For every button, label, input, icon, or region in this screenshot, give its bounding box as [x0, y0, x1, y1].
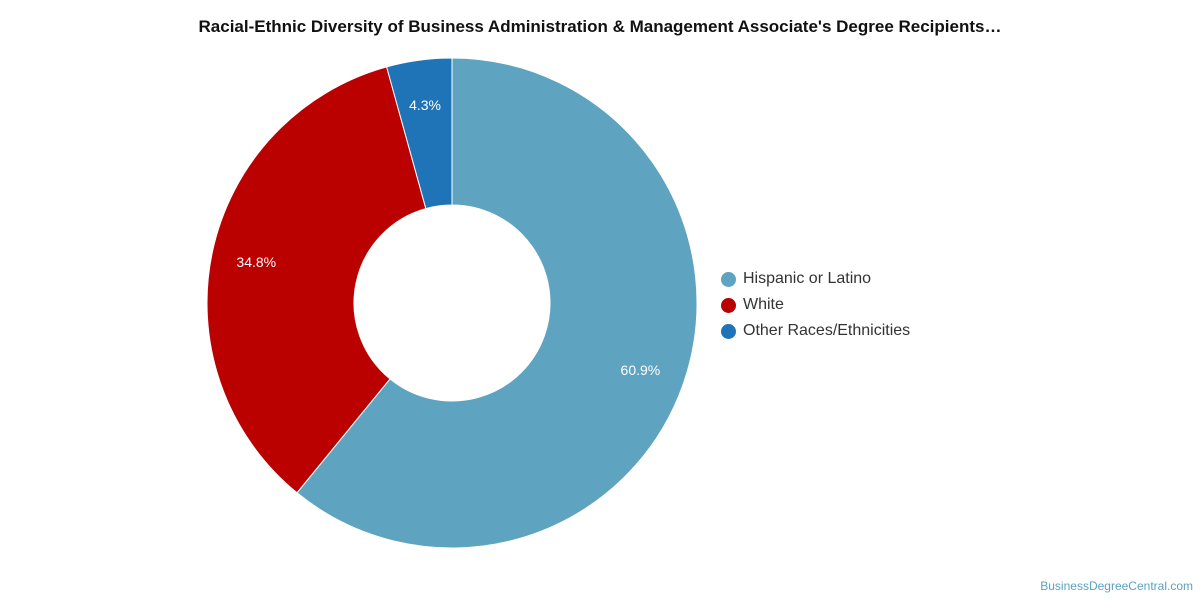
legend-item-hispanic-or-latino[interactable]: Hispanic or Latino	[721, 266, 910, 292]
legend-item-white[interactable]: White	[721, 292, 910, 318]
legend-swatch-hispanic-or-latino	[721, 271, 736, 287]
slice-label-white: 34.8%	[236, 254, 276, 270]
chart-title: Racial-Ethnic Diversity of Business Admi…	[198, 17, 1002, 36]
legend-item-other-races-ethnicities[interactable]: Other Races/Ethnicities	[721, 318, 910, 344]
legend-swatch-other-races-ethnicities	[721, 323, 736, 339]
slice-white[interactable]	[206, 66, 427, 494]
legend-label-other-races-ethnicities: Other Races/Ethnicities	[743, 322, 911, 339]
legend-label-hispanic-or-latino: Hispanic or Latino	[743, 270, 872, 287]
legend-label-white: White	[743, 296, 784, 313]
slice-label-other-races-ethnicities: 4.3%	[409, 97, 441, 113]
legend-swatch-white	[721, 297, 736, 313]
slice-other-races-ethnicities[interactable]	[385, 57, 453, 210]
slice-labels: 60.9% 34.8% 4.3%	[236, 97, 660, 378]
legend: Hispanic or Latino White Other Races/Eth…	[721, 266, 910, 344]
slice-label-hispanic-or-latino: 60.9%	[621, 362, 661, 378]
donut-slices	[206, 57, 698, 549]
watermark[interactable]: BusinessDegreeCentral.com	[1040, 579, 1193, 593]
slice-hispanic-or-latino[interactable]	[296, 57, 698, 549]
